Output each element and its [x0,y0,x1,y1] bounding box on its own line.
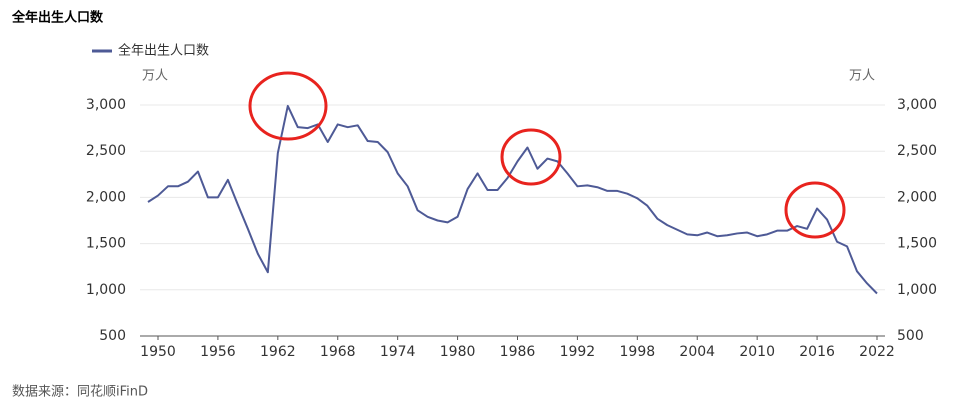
y2-tick-label: 1,000 [897,282,937,298]
y2-tick-label: 3,000 [897,97,937,113]
data-line [147,104,878,295]
y-tick-label: 1,000 [86,282,126,298]
y2-tick-label: 2,500 [897,143,937,159]
x-tick-label: 1986 [500,344,536,360]
y2-axis-unit: 万人 [849,69,875,84]
x-tick-label: 2010 [739,344,775,360]
y2-tick-label: 2,000 [897,189,937,205]
x-tick-label: 2004 [679,344,715,360]
x-tick-label: 1968 [320,344,356,360]
highlight-circle [500,128,562,186]
y-tick-label: 3,000 [86,97,126,113]
legend-label: 全年出生人口数 [118,43,209,59]
y-axis-unit: 万人 [142,69,168,84]
plot-area: 500 500 1,000 1,000 1,500 1,500 2,000 2,000 2,50… [86,43,937,361]
highlight-circle [784,181,846,239]
x-tick-label: 1980 [440,344,476,360]
source-note: 数据来源：同花顺iFinD [12,384,148,400]
chart-title: 全年出生人口数 [11,10,104,26]
x-tick-label: 1956 [200,344,236,360]
y2-tick-label: 500 [897,328,924,344]
x-tick-label: 2022 [859,344,895,360]
x-tick-label: 1998 [620,344,656,360]
x-tick-label: 1992 [560,344,596,360]
y-tick-label: 1,500 [86,236,126,252]
highlight-circle [248,71,328,141]
x-tick-label: 2016 [799,344,835,360]
highlight-circles [248,71,846,239]
x-tick-label: 1950 [140,344,176,360]
y-tick-label: 2,500 [86,143,126,159]
y2-tick-label: 1,500 [897,236,937,252]
x-tick-label: 1974 [380,344,416,360]
y-tick-label: 2,000 [86,189,126,205]
x-tick-label: 1962 [260,344,296,360]
y-tick-label: 500 [99,328,126,344]
